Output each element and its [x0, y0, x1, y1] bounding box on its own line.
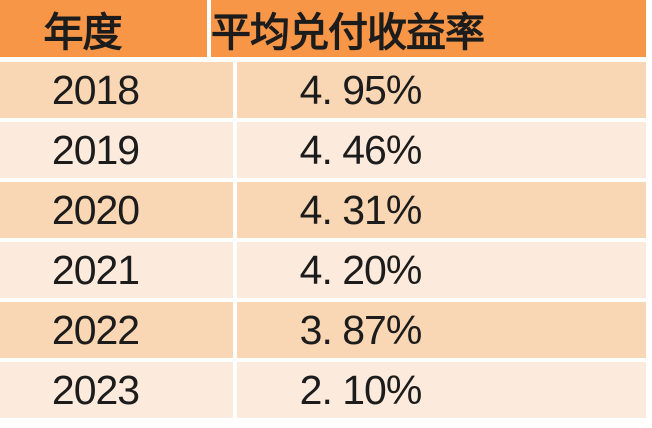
rate-cell: 3. 87% [237, 302, 646, 358]
rate-value: 2. 10% [299, 366, 423, 413]
table-row-2022: 2022 3. 87% [0, 302, 646, 358]
rate-cell: 4. 31% [237, 182, 646, 238]
rate-cell: 4. 20% [237, 242, 646, 298]
year-cell: 2020 [0, 182, 237, 238]
rate-cell: 2. 10% [237, 362, 646, 418]
year-value: 2019 [51, 126, 140, 173]
table-header-row: 年度 平均兑付收益率 [0, 0, 646, 57]
year-value: 2020 [51, 186, 140, 233]
year-value: 2018 [51, 66, 140, 113]
rate-value: 4. 20% [299, 246, 423, 293]
rate-value: 4. 95% [299, 66, 423, 113]
year-cell: 2021 [0, 242, 237, 298]
rate-value: 3. 87% [299, 306, 423, 353]
rate-cell: 4. 46% [237, 122, 646, 178]
year-cell: 2019 [0, 122, 237, 178]
header-cell-rate: 平均兑付收益率 [211, 0, 646, 57]
rate-cell: 4. 95% [237, 62, 646, 118]
year-value: 2021 [51, 246, 140, 293]
table-row-2021: 2021 4. 20% [0, 242, 646, 298]
year-value: 2022 [51, 306, 140, 353]
table-row-2019: 2019 4. 46% [0, 122, 646, 178]
year-value: 2023 [51, 366, 140, 413]
table-row-2018: 2018 4. 95% [0, 62, 646, 118]
header-cell-year: 年度 [0, 0, 211, 57]
header-year-label: 年度 [43, 8, 123, 56]
year-cell: 2023 [0, 362, 237, 418]
table-row-2023: 2023 2. 10% [0, 362, 646, 418]
year-cell: 2018 [0, 62, 237, 118]
header-rate-label: 平均兑付收益率 [211, 8, 485, 56]
year-cell: 2022 [0, 302, 237, 358]
table-row-2020: 2020 4. 31% [0, 182, 646, 238]
rate-value: 4. 46% [299, 126, 423, 173]
redemption-yield-table: 年度 平均兑付收益率 2018 4. 95% 2019 4. 46% 2020 … [0, 0, 646, 418]
rate-value: 4. 31% [299, 186, 423, 233]
